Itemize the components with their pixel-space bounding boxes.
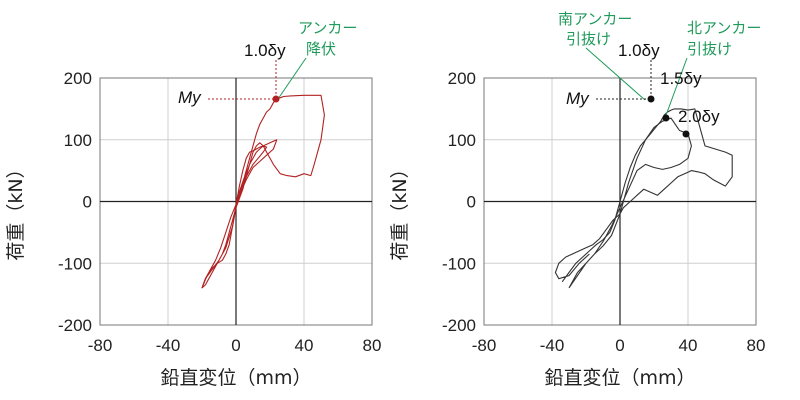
left-ann-leader — [277, 57, 307, 100]
right-ytick: 0 — [467, 193, 476, 212]
left-xtick: 80 — [363, 336, 382, 355]
right-ann-south-pull: 引抜け — [566, 30, 611, 48]
right-ann-north-pull: 引抜け — [687, 40, 732, 58]
left-series — [201, 94, 325, 289]
left-series-line — [201, 94, 325, 289]
left-ann-yield: 降伏 — [306, 40, 336, 58]
left-ytick: 200 — [64, 69, 92, 88]
right-ann-d15: 1.5δy — [660, 69, 702, 88]
right-point-2-0 — [682, 130, 690, 138]
right-xlabel: 鉛直変位（mm） — [544, 367, 695, 389]
right-series — [554, 108, 733, 289]
left-series-line — [201, 145, 268, 289]
left-xtick: -40 — [156, 336, 181, 355]
left-xtick: 40 — [295, 336, 314, 355]
right-series-line — [554, 108, 733, 283]
right-xtick: -80 — [472, 336, 497, 355]
left-ann-my: My — [178, 88, 202, 107]
right-ann-d10: 1.0δy — [618, 41, 660, 60]
right-ytick: -100 — [442, 254, 476, 273]
right-ytick: 100 — [448, 131, 476, 150]
left-ticks: -80 -40 0 40 80 200 100 0 -100 -200 — [58, 69, 381, 355]
right-ytick: 200 — [448, 69, 476, 88]
left-ytick: -200 — [58, 316, 92, 335]
right-series-line — [568, 117, 692, 289]
left-ann-anchor: アンカー — [298, 19, 357, 37]
right-ann-my: My — [566, 89, 590, 108]
left-ylabel: 荷重（kN） — [5, 159, 27, 260]
right-ann-south: 南アンカー — [558, 10, 632, 28]
right-ytick: -200 — [442, 316, 476, 335]
left-yield-point — [272, 95, 280, 103]
right-ann-d20: 2.0δy — [678, 107, 720, 126]
right-point-1-5 — [662, 114, 670, 122]
left-ann-delta: 1.0δy — [244, 41, 286, 60]
right-xtick: 40 — [679, 336, 698, 355]
right-chart: -80 -40 0 40 80 200 100 0 -100 -200 鉛直変位（mm） 荷重（k… — [389, 10, 765, 389]
right-xtick: 80 — [747, 336, 766, 355]
right-xtick: 0 — [615, 336, 624, 355]
right-ylabel: 荷重（kN） — [389, 159, 411, 260]
right-ann-south-leader — [585, 47, 646, 101]
left-ytick: 0 — [83, 193, 92, 212]
left-xtick: 0 — [231, 336, 240, 355]
right-ticks: -80 -40 0 40 80 200 100 0 -100 -200 — [442, 69, 765, 355]
left-xtick: -80 — [88, 336, 113, 355]
left-ytick: -100 — [58, 254, 92, 273]
left-chart: -80 -40 0 40 80 200 100 0 -100 -200 鉛直変位（mm） 荷重（k… — [5, 19, 381, 389]
left-xlabel: 鉛直変位（mm） — [160, 367, 311, 389]
right-xtick: -40 — [540, 336, 565, 355]
right-ann-north-leader — [664, 57, 688, 119]
right-point-1-0 — [647, 95, 655, 103]
right-ann-north: 北アンカー — [687, 19, 761, 37]
left-ytick: 100 — [64, 131, 92, 150]
